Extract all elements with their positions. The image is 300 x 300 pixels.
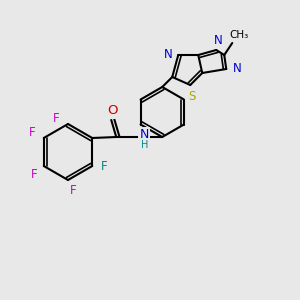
Text: F: F [28,127,35,140]
Text: N: N [214,34,223,46]
Text: F: F [101,160,108,172]
Text: N: N [233,62,242,76]
Text: N: N [164,47,172,61]
Text: N: N [140,128,149,142]
Text: O: O [107,104,118,118]
Text: H: H [141,140,148,150]
Text: F: F [70,184,76,197]
Text: F: F [30,167,37,181]
Text: F: F [53,112,59,125]
Text: CH₃: CH₃ [230,30,249,40]
Text: S: S [189,89,196,103]
